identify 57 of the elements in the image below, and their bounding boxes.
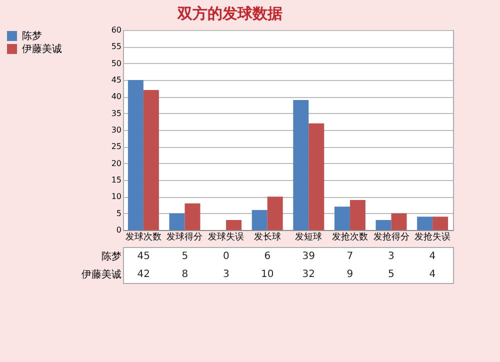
data-label: 6 bbox=[264, 251, 271, 262]
data-label: 3 bbox=[222, 269, 230, 280]
y-tick-label: 15 bbox=[111, 176, 122, 184]
x-tick-label: 发球得分 bbox=[166, 232, 203, 242]
chart-title: 双方的发球数据 bbox=[176, 4, 282, 22]
y-tick-label: 60 bbox=[111, 26, 122, 34]
data-label: 10 bbox=[261, 269, 274, 280]
y-tick-label: 35 bbox=[111, 108, 122, 118]
data-label: 32 bbox=[302, 269, 315, 280]
y-tick-label: 30 bbox=[111, 126, 122, 134]
bar bbox=[169, 213, 185, 230]
bar bbox=[391, 213, 407, 230]
data-label: 4 bbox=[429, 251, 436, 262]
text: 陈梦 bbox=[102, 252, 122, 262]
data-label: 0 bbox=[222, 251, 230, 262]
y-tick-label: 10 bbox=[111, 192, 122, 202]
legend-label: 伊藤美诚 bbox=[22, 43, 62, 55]
x-tick-label: 发短球 bbox=[295, 232, 322, 242]
y-tick-label: 0 bbox=[116, 226, 122, 234]
y-tick-label: 25 bbox=[111, 142, 122, 152]
bar bbox=[143, 90, 159, 230]
bar bbox=[226, 220, 242, 230]
data-label: 3 bbox=[388, 251, 394, 262]
data-label: 39 bbox=[302, 251, 315, 262]
bar bbox=[376, 220, 392, 230]
y-tick-label: 5 bbox=[116, 208, 122, 218]
y-tick-label: 50 bbox=[111, 58, 122, 68]
bar bbox=[417, 216, 433, 230]
data-label: 4 bbox=[429, 269, 436, 280]
data-label: 9 bbox=[346, 269, 354, 280]
data-label: 8 bbox=[182, 269, 188, 280]
data-label: 7 bbox=[346, 251, 354, 262]
text: 伊藤美诚 bbox=[82, 270, 122, 280]
bar bbox=[350, 200, 366, 230]
bar bbox=[252, 210, 268, 230]
legend-label: 陈梦 bbox=[22, 30, 42, 42]
x-tick-label: 发抢得分 bbox=[373, 232, 410, 242]
bar bbox=[308, 123, 324, 230]
bar bbox=[432, 216, 448, 230]
data-label: 5 bbox=[182, 251, 188, 262]
data-label: 42 bbox=[137, 269, 150, 280]
bar bbox=[128, 80, 144, 230]
x-tick-label: 发抢失误 bbox=[414, 232, 451, 242]
bar bbox=[293, 100, 309, 230]
x-tick-label: 发长球 bbox=[254, 232, 281, 242]
y-tick-label: 45 bbox=[111, 76, 122, 84]
bar bbox=[184, 203, 200, 230]
x-tick-label: 发抢次数 bbox=[332, 232, 368, 242]
bar bbox=[334, 206, 350, 230]
x-tick-label: 发球次数 bbox=[125, 232, 162, 242]
y-tick-label: 55 bbox=[111, 42, 122, 52]
data-label: 5 bbox=[388, 269, 394, 280]
x-tick-label: 发球失误 bbox=[208, 232, 244, 242]
y-tick-label: 20 bbox=[111, 158, 122, 168]
bar bbox=[267, 196, 283, 230]
data-label: 45 bbox=[137, 251, 150, 262]
y-tick-label: 40 bbox=[111, 92, 122, 102]
